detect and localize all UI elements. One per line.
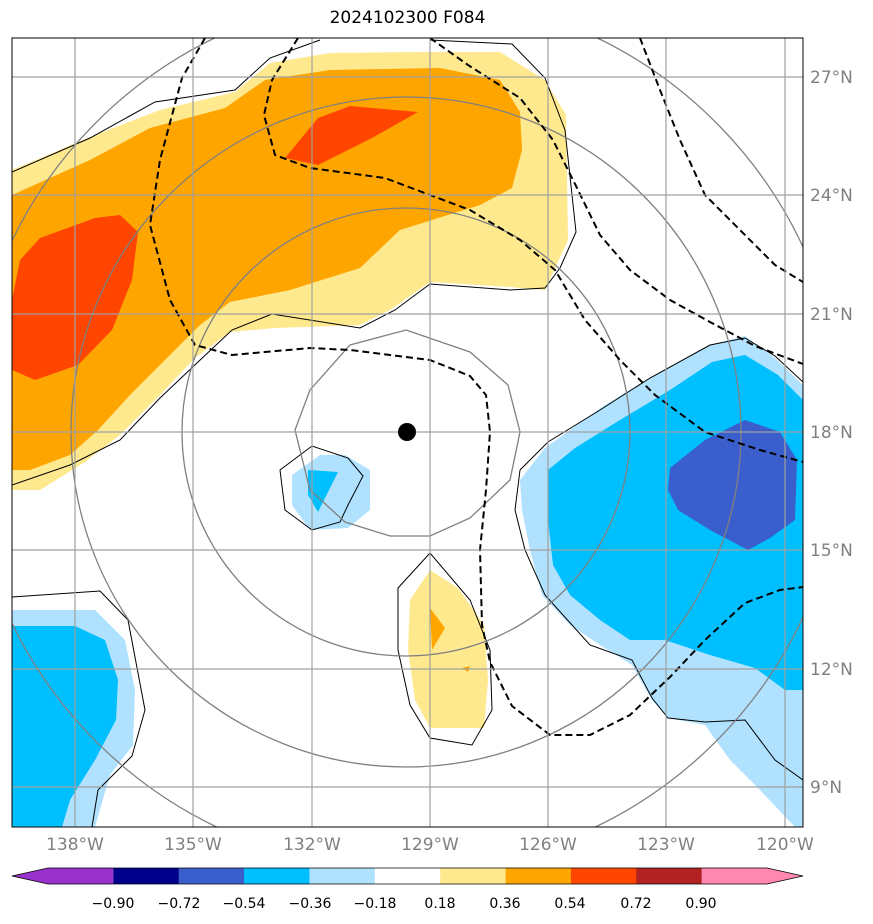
colorbar-tick: 0.54 xyxy=(554,896,585,912)
positive-anomaly-mid-north xyxy=(12,68,522,470)
colorbar-segment xyxy=(113,868,180,884)
negative-anomaly-mid-southwest xyxy=(12,626,118,827)
colorbar xyxy=(11,867,804,885)
positive-anomaly-mid-south xyxy=(430,608,445,650)
colorbar-segment xyxy=(374,868,441,884)
colorbar-segment xyxy=(309,868,376,884)
colorbar-tick: −0.54 xyxy=(223,896,266,912)
negative-anomaly-dark-east xyxy=(668,420,797,550)
colorbar-segment xyxy=(440,868,507,884)
colorbar-segment xyxy=(505,868,572,884)
lon-label: 132°W xyxy=(283,835,341,855)
lon-label: 138°W xyxy=(46,835,104,855)
colorbar-extend-high xyxy=(701,868,803,884)
lon-label: 120°W xyxy=(756,835,814,855)
longitude-labels: 138°W 135°W 132°W 129°W 126°W 123°W 120°… xyxy=(46,835,814,855)
colorbar-tick: 0.72 xyxy=(620,896,651,912)
lat-label: 27°N xyxy=(810,68,853,88)
colorbar-tick: −0.72 xyxy=(158,896,201,912)
lat-label: 15°N xyxy=(810,541,853,561)
latitude-labels: 27°N 24°N 21°N 18°N 15°N 12°N 9°N xyxy=(810,68,853,798)
positive-anomaly-dark-north xyxy=(285,106,418,165)
colorbar-tick: 0.36 xyxy=(489,896,520,912)
colorbar-segment xyxy=(244,868,310,884)
colorbar-tick: 0.90 xyxy=(685,896,716,912)
lat-label: 12°N xyxy=(810,660,853,680)
colorbar-tick: −0.36 xyxy=(289,896,332,912)
zero-contours xyxy=(12,39,803,827)
lon-label: 135°W xyxy=(164,835,222,855)
lat-label: 9°N xyxy=(810,778,842,798)
map-panel xyxy=(12,38,803,827)
storm-center-marker xyxy=(398,423,416,441)
map-title: 2024102300 F084 xyxy=(329,8,486,28)
colorbar-tick: 0.18 xyxy=(424,896,455,912)
lon-label: 123°W xyxy=(637,835,695,855)
colorbar-outline xyxy=(11,867,804,885)
lat-label: 18°N xyxy=(810,423,853,443)
lat-label: 24°N xyxy=(810,186,853,206)
negative-anomaly-mid-center xyxy=(308,470,338,512)
colorbar-tick-labels: −0.90 −0.72 −0.54 −0.36 −0.18 0.18 0.36 … xyxy=(92,896,717,912)
colorbar-tick: −0.18 xyxy=(354,896,397,912)
colorbar-segment xyxy=(178,868,245,884)
colorbar-tick: −0.90 xyxy=(92,896,135,912)
colorbar-extend-low xyxy=(12,868,114,884)
colorbar-segment xyxy=(570,868,637,884)
colorbar-segment xyxy=(636,868,703,884)
map-border xyxy=(11,37,804,828)
lon-label: 129°W xyxy=(401,835,459,855)
lat-label: 21°N xyxy=(810,305,853,325)
lon-label: 126°W xyxy=(519,835,577,855)
positive-anomaly-light-south xyxy=(408,570,488,728)
